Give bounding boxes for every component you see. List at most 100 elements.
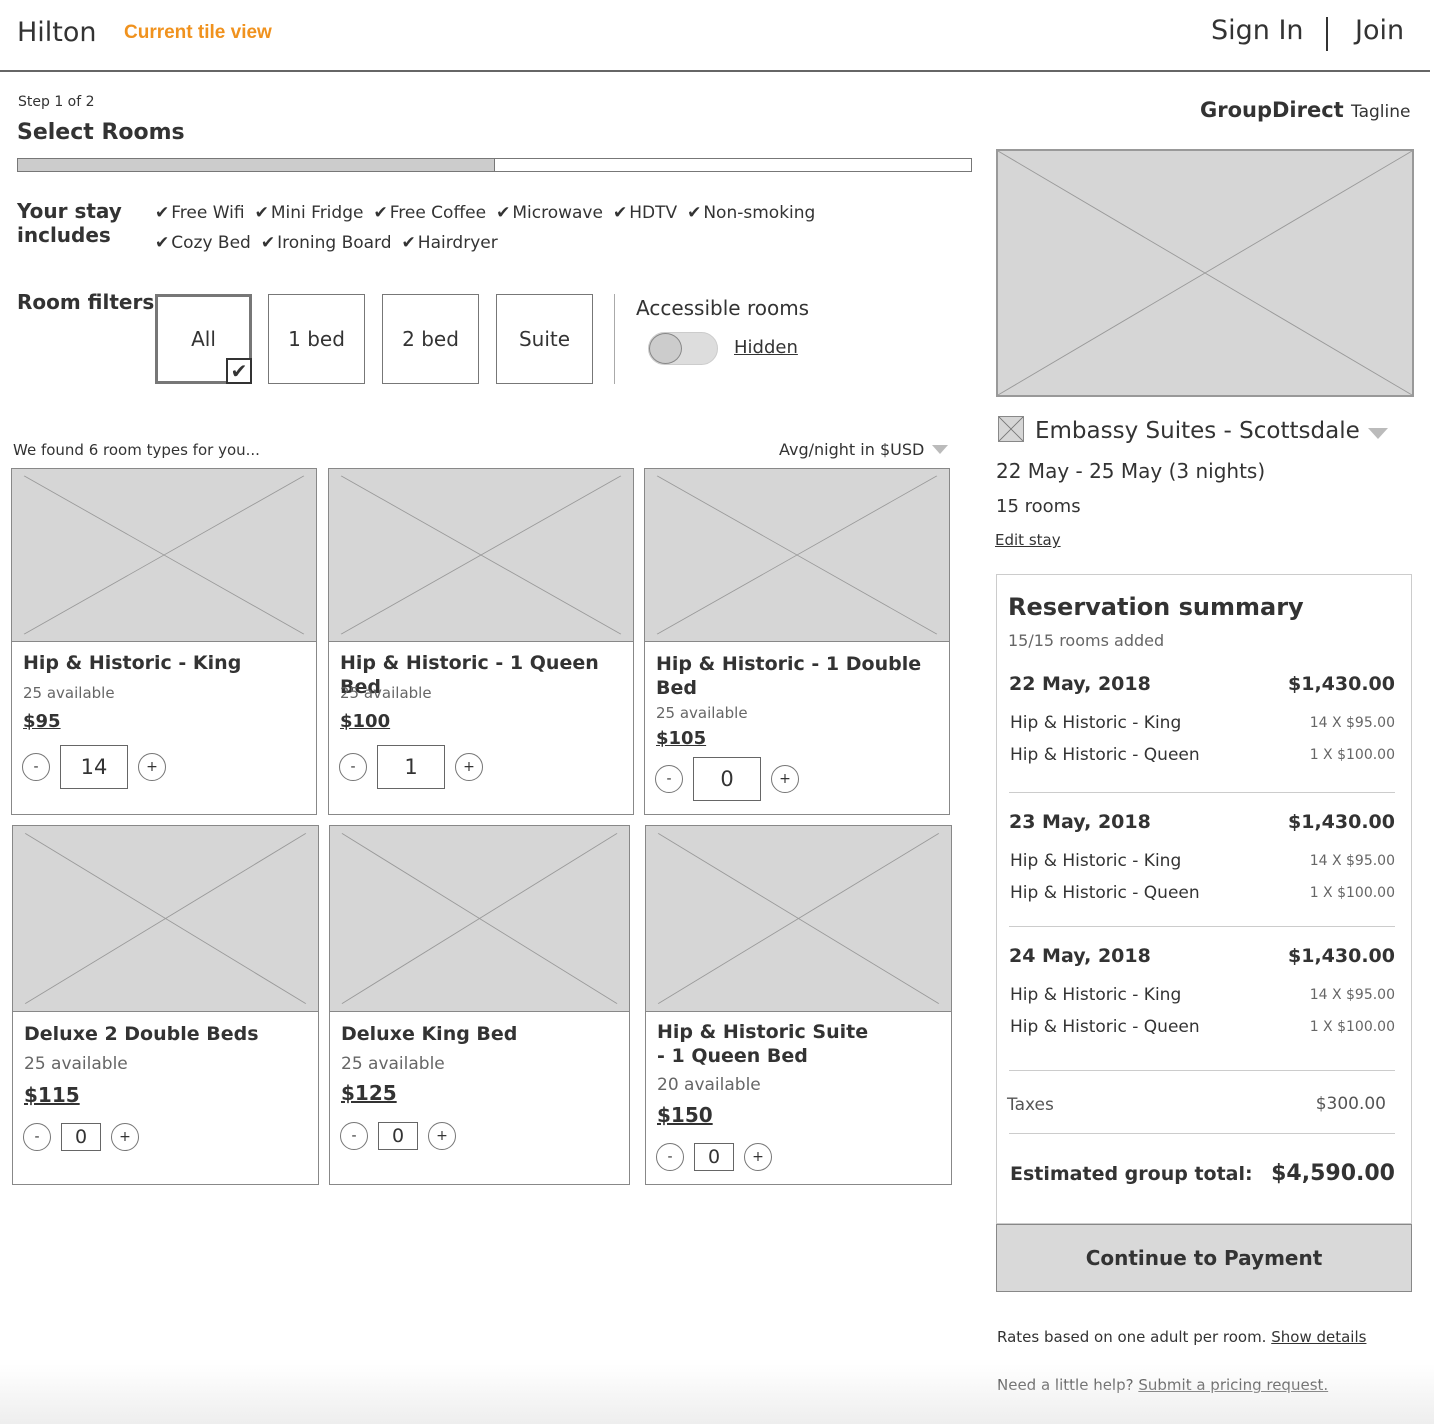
room-name[interactable]: Hip & Historic Suite - 1 Queen Bed [657, 1021, 869, 1067]
summary-line-name: Hip & Historic - King [1010, 985, 1182, 1005]
increment-button[interactable]: + [111, 1123, 139, 1151]
summary-day-header: 24 May, 2018 $1,430.00 [1009, 945, 1395, 975]
show-details-link[interactable]: Show details [1271, 1328, 1367, 1346]
filter-all-button[interactable]: All ✔ [155, 294, 252, 384]
room-card: Hip & Historic Suite - 1 Queen Bed 20 ava… [645, 825, 952, 1185]
checkmark-icon: ✔ [254, 203, 269, 223]
room-price[interactable]: $100 [340, 711, 391, 732]
amenity-label: Non-smoking [703, 203, 816, 223]
chevron-down-icon[interactable] [1368, 428, 1388, 439]
increment-button[interactable]: + [455, 753, 483, 781]
top-header: Hilton Current tile view Sign In Join [0, 0, 1430, 72]
edit-stay-link[interactable]: Edit stay [995, 531, 1061, 549]
sort-dropdown[interactable]: Avg/night in $USD [779, 440, 949, 459]
amenity-label: Microwave [512, 203, 603, 223]
quantity-input[interactable]: 0 [693, 757, 761, 801]
accessible-rooms-state-link[interactable]: Hidden [734, 337, 798, 358]
increment-button[interactable]: + [771, 765, 799, 793]
room-image-placeholder [12, 469, 316, 642]
increment-button[interactable]: + [744, 1143, 772, 1171]
pricing-request-link[interactable]: Submit a pricing request. [1138, 1376, 1329, 1394]
summary-line-price: 1 X $100.00 [1309, 1019, 1395, 1035]
bottom-fade [0, 1364, 1434, 1424]
room-name[interactable]: Hip & Historic - 1 Double Bed [656, 653, 922, 699]
checkmark-icon: ✔ [373, 203, 388, 223]
decrement-button[interactable]: - [656, 1143, 684, 1171]
step-indicator: Step 1 of 2 [18, 94, 95, 110]
summary-day-date: 24 May, 2018 [1009, 945, 1151, 967]
summary-line-price: 14 X $95.00 [1309, 715, 1395, 731]
quantity-input[interactable]: 0 [378, 1122, 418, 1150]
sign-in-link[interactable]: Sign In [1211, 15, 1304, 46]
decrement-button[interactable]: - [340, 1122, 368, 1150]
summary-line-name: Hip & Historic - Queen [1010, 883, 1200, 903]
summary-line-item: Hip & Historic - King 14 X $95.00 [1009, 841, 1395, 873]
room-price[interactable]: $115 [24, 1083, 80, 1107]
room-price[interactable]: $105 [656, 728, 707, 749]
amenities-row: ✔ Cozy Bed ✔ Ironing Board ✔ Hairdryer [155, 228, 915, 258]
filter-divider [614, 294, 615, 384]
decrement-button[interactable]: - [23, 1123, 51, 1151]
room-name[interactable]: Hip & Historic - 1 Queen Bed [340, 652, 599, 698]
continue-to-payment-button[interactable]: Continue to Payment [996, 1224, 1412, 1292]
hotel-name[interactable]: Embassy Suites - Scottsdale [1035, 418, 1360, 444]
filter-label-text: 2 bed [402, 327, 459, 351]
reservation-summary: Reservation summary 15/15 rooms added Ta… [996, 574, 1412, 1224]
quantity-input[interactable]: 1 [377, 745, 445, 789]
stay-includes-label: Your stay includes [17, 199, 122, 247]
checkmark-icon: ✔ [401, 233, 416, 253]
groupdirect-brand: GroupDirect Tagline [1200, 98, 1411, 122]
room-name[interactable]: Hip & Historic - King [23, 652, 242, 674]
summary-day-header: 23 May, 2018 $1,430.00 [1009, 811, 1395, 841]
quantity-input[interactable]: 0 [694, 1143, 734, 1171]
summary-line-name: Hip & Historic - Queen [1010, 745, 1200, 765]
image-placeholder-icon [23, 475, 305, 635]
hotel-thumbnail [998, 416, 1024, 442]
room-filters-label: Room filters [17, 290, 155, 314]
decrement-button[interactable]: - [655, 765, 683, 793]
room-name[interactable]: Deluxe King Bed [341, 1023, 518, 1045]
room-card: Deluxe King Bed 25 available $125 -0 + [329, 825, 630, 1185]
summary-line-item: Hip & Historic - King 14 X $95.00 [1009, 975, 1395, 1007]
increment-button[interactable]: + [428, 1122, 456, 1150]
summary-day-date: 22 May, 2018 [1009, 673, 1151, 695]
amenity-item: ✔ Microwave [496, 203, 603, 223]
summary-day-header: 22 May, 2018 $1,430.00 [1009, 673, 1395, 703]
estimated-total-value: $4,590.00 [1271, 1161, 1395, 1186]
room-price[interactable]: $150 [657, 1103, 713, 1127]
filter-suite-button[interactable]: Suite [496, 294, 593, 384]
room-card: Hip & Historic - 1 Queen Bed 25 available… [328, 468, 634, 815]
room-availability: 25 available [656, 704, 748, 722]
room-image-placeholder [13, 826, 318, 1012]
summary-day: 22 May, 2018 $1,430.00 Hip & Historic - Ki… [1009, 673, 1395, 767]
amenity-label: HDTV [629, 203, 678, 223]
room-name[interactable]: Deluxe 2 Double Beds [24, 1023, 259, 1045]
increment-button[interactable]: + [138, 753, 166, 781]
filter-2-bed-button[interactable]: 2 bed [382, 294, 479, 384]
hotel-image-placeholder [996, 149, 1414, 397]
room-card: Hip & Historic - King 25 available $95 -14 + [11, 468, 317, 815]
quantity-input[interactable]: 0 [61, 1123, 101, 1151]
summary-line-item: Hip & Historic - Queen 1 X $100.00 [1009, 1007, 1395, 1039]
stay-dates: 22 May - 25 May (3 nights) [996, 459, 1266, 483]
amenity-label: Free Wifi [171, 203, 245, 223]
checkmark-icon: ✔ [496, 203, 511, 223]
amenity-item: ✔ Cozy Bed [155, 233, 251, 253]
image-placeholder-icon [657, 833, 940, 1004]
image-placeholder-icon [998, 151, 1412, 395]
accessible-rooms-toggle[interactable] [648, 332, 718, 365]
image-placeholder-icon [656, 475, 938, 635]
brand-logo[interactable]: Hilton [17, 17, 97, 48]
filter-1-bed-button[interactable]: 1 bed [268, 294, 365, 384]
image-placeholder-icon [340, 475, 622, 635]
join-link[interactable]: Join [1355, 15, 1405, 46]
decrement-button[interactable]: - [339, 753, 367, 781]
amenity-label: Mini Fridge [270, 203, 364, 223]
quantity-input[interactable]: 14 [60, 745, 128, 789]
room-price[interactable]: $125 [341, 1081, 397, 1105]
room-price[interactable]: $95 [23, 711, 61, 732]
amenity-item: ✔ Hairdryer [402, 233, 498, 253]
room-image-placeholder [330, 826, 629, 1012]
progress-bar [17, 158, 972, 172]
decrement-button[interactable]: - [22, 753, 50, 781]
